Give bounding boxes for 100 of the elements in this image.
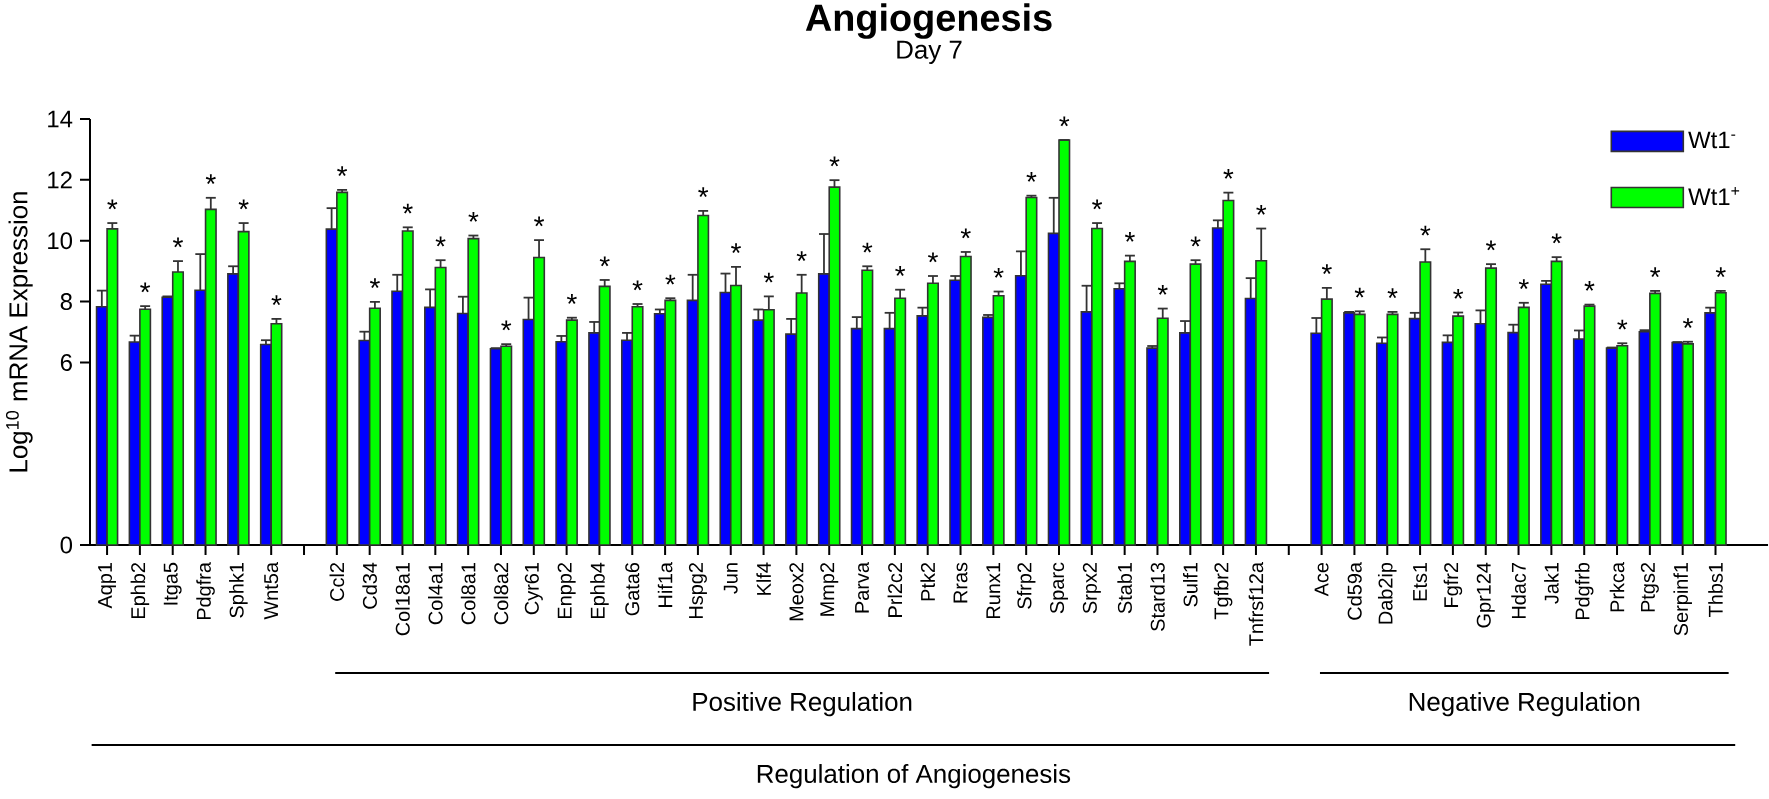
data-label: *: [763, 272, 774, 283]
x-tick-label: Stab1: [1117, 563, 1132, 614]
x-tick-label: Ets1: [1413, 563, 1428, 601]
data-label: *: [1026, 172, 1037, 182]
data-label: *: [698, 187, 709, 198]
x-tick-label: Mmp2: [820, 563, 839, 616]
y-tick-label: 12: [48, 171, 72, 189]
data-label: *: [501, 320, 512, 331]
x-tick-label: Srpx2: [1082, 563, 1101, 614]
x-tick-label: Runx1: [986, 563, 1001, 619]
x-tick-label: Serpinf1: [1673, 563, 1692, 636]
data-label: *: [566, 294, 577, 304]
x-tick-label: Gpr124: [1476, 562, 1495, 628]
data-label: *: [1617, 319, 1628, 330]
data-label: *: [271, 295, 282, 306]
x-tick-label: Cyr61: [524, 563, 543, 615]
x-tick-label: Col18a1: [395, 563, 410, 636]
data-label: *: [1420, 225, 1431, 236]
x-tick-label: Pdgfrb: [1574, 562, 1594, 620]
x-tick-label: Prl2c2: [887, 563, 903, 617]
data-label: *: [402, 203, 413, 214]
data-label: *: [1092, 199, 1103, 210]
data-label: *: [369, 278, 380, 289]
text: Regulation of Angiogenesis: [757, 764, 1071, 789]
data-label: *: [1157, 284, 1168, 295]
x-tick-label: Col8a2: [493, 563, 509, 625]
data-label: *: [862, 242, 873, 253]
data-label: *: [632, 280, 643, 291]
data-label: *: [468, 211, 479, 222]
data-label: *: [1256, 204, 1267, 215]
text: Negative Regulation: [1409, 692, 1640, 717]
data-label: *: [107, 199, 118, 210]
x-tick-label: Rras: [953, 562, 968, 603]
data-label: *: [1190, 236, 1201, 247]
chart-subtitle: Day 7: [897, 40, 962, 64]
x-tick-label: Jak1: [1544, 563, 1559, 604]
x-tick-label: Hif1a: [657, 562, 673, 607]
x-tick-label: Hspg2: [688, 563, 707, 619]
legend-label: Wt1$^{-}$: [1688, 131, 1736, 149]
x-tick-label: Thbs1: [1708, 563, 1723, 617]
x-tick-label: Meox2: [789, 563, 804, 621]
data-label: *: [1059, 116, 1070, 127]
x-tick-label: Itga5: [163, 562, 182, 605]
x-tick-label: Pdgfra: [196, 562, 215, 620]
data-label: *: [1223, 169, 1234, 179]
x-tick-label: Cd34: [362, 562, 377, 609]
data-label: *: [1650, 267, 1661, 278]
data-label: *: [960, 228, 971, 239]
legend-label: Wt1$^{+}$: [1688, 187, 1740, 206]
y-axis-title: Log$^{10}$ mRNA Expression: [5, 192, 33, 472]
data-label: *: [1486, 240, 1496, 251]
data-label: *: [895, 266, 906, 276]
data-label: *: [1551, 233, 1562, 244]
data-label: *: [1715, 267, 1726, 278]
y-tick-label: 0: [60, 536, 73, 554]
x-tick-label: Prkca: [1609, 562, 1625, 612]
text: Positive Regulation: [693, 692, 912, 717]
data-label: *: [993, 267, 1004, 278]
x-tick-label: Ptk2: [920, 563, 935, 601]
data-label: *: [599, 256, 610, 267]
data-label: *: [238, 199, 249, 210]
data-label: *: [927, 252, 938, 263]
x-tick-label: Tgfbr2: [1213, 563, 1233, 620]
data-label: *: [1321, 264, 1332, 275]
x-tick-label: Dab2ip: [1377, 562, 1397, 624]
data-label: *: [172, 237, 183, 248]
x-tick-label: Ccl2: [329, 563, 345, 601]
data-label: *: [1387, 288, 1398, 299]
data-label: *: [435, 236, 446, 247]
data-label: *: [1453, 288, 1464, 299]
x-tick-label: Cd59a: [1347, 562, 1362, 620]
x-tick-label: Fgfr2: [1443, 563, 1463, 607]
x-tick-label: Klf4: [756, 562, 771, 595]
x-tick-label: Jun: [723, 563, 738, 594]
x-tick-label: Sfrp2: [1016, 563, 1036, 609]
x-tick-label: Sparc: [1049, 562, 1069, 614]
data-label: *: [1518, 279, 1529, 289]
x-tick-label: Aqp1: [98, 563, 116, 609]
data-label: *: [1682, 318, 1693, 328]
data-label: *: [796, 251, 807, 261]
x-tick-label: Gata6: [625, 562, 640, 616]
chart-title: Angiogenesis: [805, 3, 1052, 39]
y-tick-label: 8: [60, 293, 72, 311]
y-tick-label: 6: [60, 353, 72, 371]
data-label: *: [140, 282, 151, 293]
data-label: *: [1124, 232, 1135, 242]
x-tick-label: Parva: [855, 562, 869, 613]
data-label: *: [534, 216, 545, 227]
x-tick-label: Col4a1: [428, 563, 443, 625]
data-label: *: [1584, 281, 1595, 291]
x-tick-label: Sulf1: [1182, 563, 1198, 607]
x-tick-label: Ephb2: [130, 563, 150, 619]
data-label: *: [665, 274, 676, 285]
x-tick-label: Ephb4: [590, 562, 609, 619]
x-tick-label: Enpp2: [557, 563, 576, 619]
x-tick-label: Wnt5a: [264, 562, 279, 620]
x-tick-label: Tnfrsf12a: [1248, 562, 1264, 646]
data-label: *: [1354, 287, 1365, 298]
y-tick-label: 10: [48, 232, 73, 250]
y-tick-label: 14: [48, 110, 73, 128]
